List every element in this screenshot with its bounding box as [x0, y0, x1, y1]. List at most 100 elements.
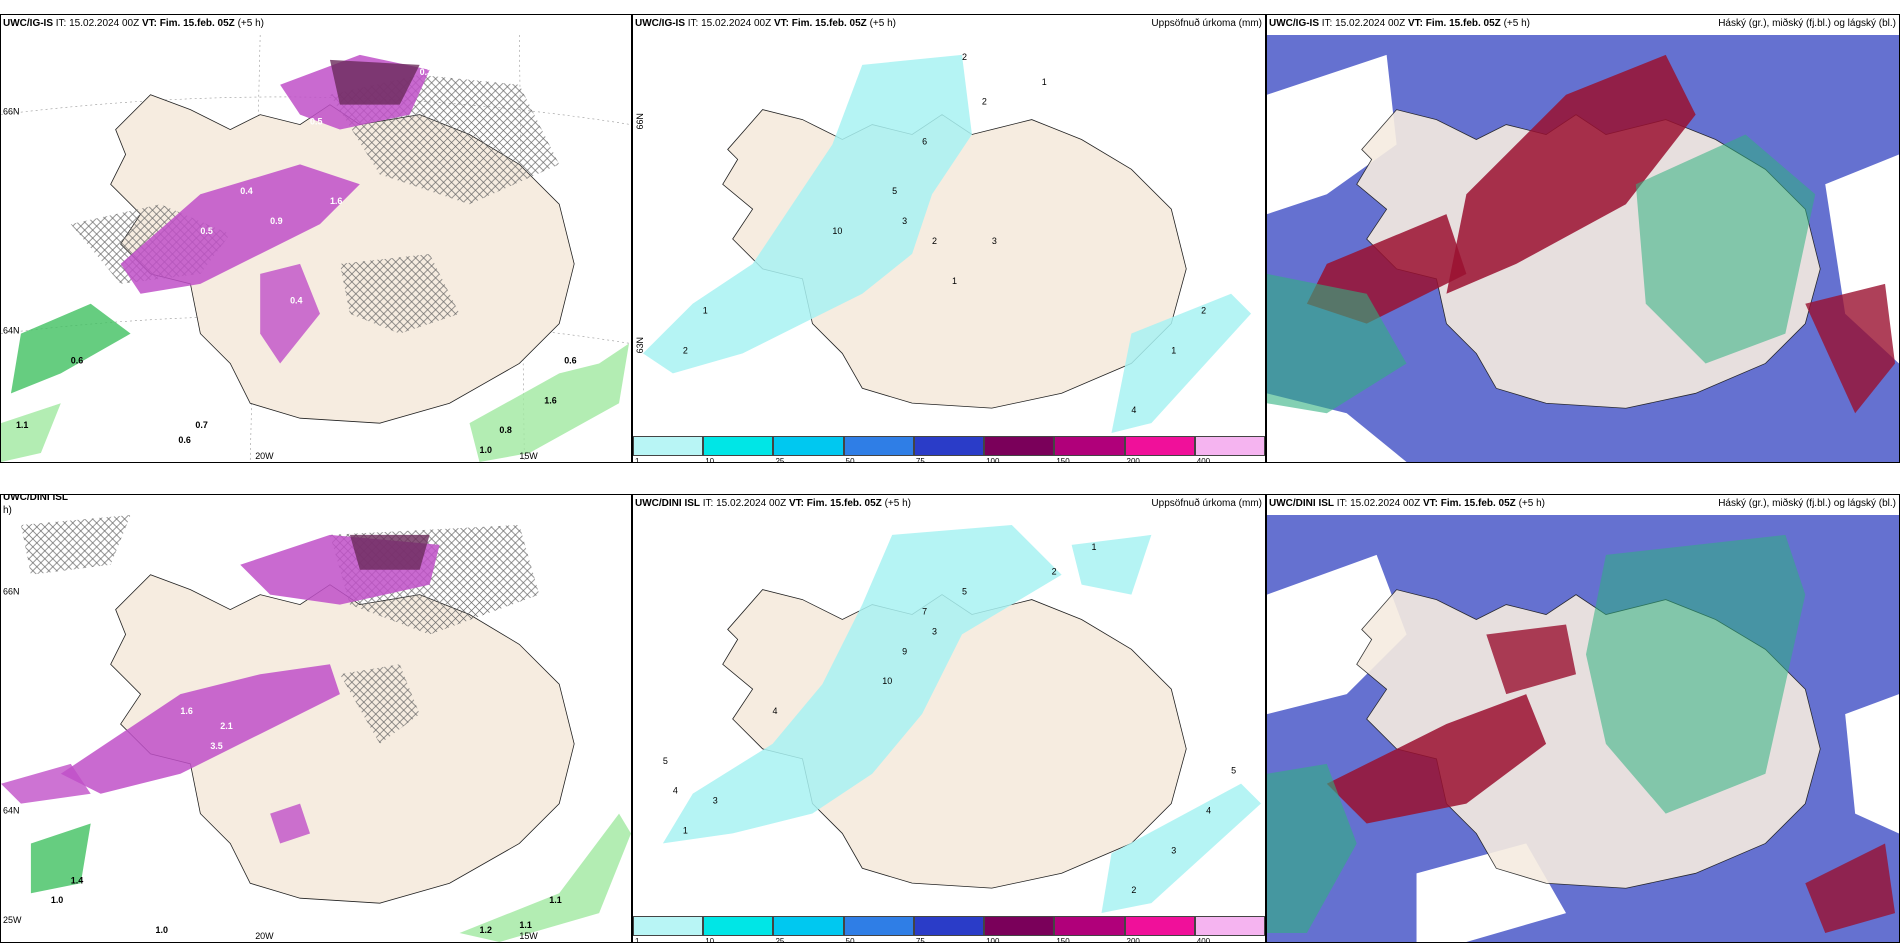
value-label: 1.0: [51, 895, 63, 905]
legend-cell: 100: [984, 436, 1055, 462]
legend-cell: 75: [913, 436, 985, 462]
value-label: 5: [663, 756, 668, 766]
value-label: 1.1: [16, 420, 28, 430]
value-label: 6: [922, 136, 927, 146]
value-label: 0.4: [240, 186, 252, 196]
panel-header-wrap: h): [3, 505, 12, 516]
value-label: 5: [892, 186, 897, 196]
value-label: 1.6: [330, 196, 342, 206]
lon-label: 25W: [3, 915, 22, 925]
value-label: 4: [1131, 405, 1136, 415]
legend-cell: 400: [1194, 436, 1265, 462]
panel-title: Háský (gr.), miðský (fj.bl.) og lágský (…: [1718, 498, 1896, 509]
legend-cell: 100: [984, 916, 1055, 942]
value-label: 3: [1171, 845, 1176, 855]
cloud-map: [1267, 35, 1899, 462]
panel-top-left: UWC/IG-IS IT: 15.02.2024 00Z VT: Fim. 15…: [0, 14, 632, 463]
value-label: 2.1: [220, 721, 232, 731]
lon-label: 20W: [255, 931, 274, 941]
panel-header: UWC/DINI ISL IT: 15.02.2024 00Z VT: Fim.…: [635, 498, 911, 509]
value-label: 1.0: [479, 445, 491, 455]
value-label: 1: [703, 306, 708, 316]
panel-bottom-right: UWC/DINI ISL IT: 15.02.2024 00Z VT: Fim.…: [1266, 494, 1900, 943]
legend-cell: 75: [913, 916, 985, 942]
panel-title: Háský (gr.), miðský (fj.bl.) og lágský (…: [1718, 18, 1896, 29]
value-label: 0.6: [71, 355, 83, 365]
panel-top-mid: UWC/IG-IS IT: 15.02.2024 00Z VT: Fim. 15…: [632, 14, 1266, 463]
value-label: 1: [683, 825, 688, 835]
lat-label: 64N: [3, 806, 19, 816]
value-label: 2: [1052, 567, 1057, 577]
legend-cell: 25: [773, 436, 844, 462]
panel-header: UWC/IG-IS IT: 15.02.2024 00Z VT: Fim. 15…: [1269, 18, 1530, 29]
panel-bottom-mid: UWC/DINI ISL IT: 15.02.2024 00Z VT: Fim.…: [632, 494, 1266, 943]
value-label: 1: [1092, 542, 1097, 552]
weather-map: 0.3 0.5 0.4 0.9 1.6 0.5 0.4 1.1 0.7 0.6 …: [1, 35, 631, 462]
value-label: 0.9: [270, 216, 282, 226]
value-label: 0.8: [499, 425, 511, 435]
cloud-map: [1267, 515, 1899, 942]
legend-cell: 25: [773, 916, 844, 942]
panel-bottom-left: UWC/DINI ISL h) 2.1 3.5 1.6: [0, 494, 632, 943]
value-label: 4: [673, 786, 678, 796]
lon-label: 15W: [519, 451, 538, 461]
value-label: 1.4: [71, 875, 83, 885]
legend-cell: 150: [1054, 916, 1125, 942]
legend-cell: 200: [1124, 436, 1195, 462]
value-label: 2: [962, 52, 967, 62]
value-label: 10: [832, 226, 842, 236]
precip-map: 2 1 2 6 5 10 2 3 1 2 1 3 2 1 4 66N 63N: [633, 35, 1265, 436]
weather-map: 2.1 3.5 1.6 1.0 1.4 1.0 1.2 1.1 1.1 20W …: [1, 515, 631, 942]
panel-top-right: UWC/IG-IS IT: 15.02.2024 00Z VT: Fim. 15…: [1266, 14, 1900, 463]
legend-cell: 200: [1124, 916, 1195, 942]
value-label: 1.1: [549, 895, 561, 905]
value-label: 5: [962, 587, 967, 597]
lat-label: 66N: [3, 107, 19, 117]
color-legend: 1 10 25 50 75 100 150 200 400: [633, 916, 1265, 942]
panel-header: UWC/IG-IS IT: 15.02.2024 00Z VT: Fim. 15…: [3, 18, 264, 29]
panel-header: UWC/DINI ISL: [3, 494, 68, 503]
value-label: 2: [1131, 885, 1136, 895]
lat-label: 66N: [3, 587, 19, 597]
panel-title: Uppsöfnuð úrkoma (mm): [1151, 498, 1262, 509]
value-label: 3: [992, 236, 997, 246]
value-label: 1: [1171, 345, 1176, 355]
value-label: 4: [773, 706, 778, 716]
lon-label: 20W: [255, 451, 274, 461]
panel-title: Uppsöfnuð úrkoma (mm): [1151, 18, 1262, 29]
value-label: 2: [932, 236, 937, 246]
value-label: 2: [1201, 306, 1206, 316]
value-label: 1: [952, 276, 957, 286]
value-label: 0.3: [420, 67, 432, 77]
color-legend: 1 10 25 50 75 100 150 200 400: [633, 436, 1265, 462]
value-label: 1.6: [544, 395, 556, 405]
legend-cell: 150: [1054, 436, 1125, 462]
value-label: 2: [683, 345, 688, 355]
value-label: 0.5: [310, 117, 322, 127]
value-label: 0.4: [290, 296, 302, 306]
legend-cell: 400: [1194, 916, 1265, 942]
value-label: 0.6: [178, 435, 190, 445]
value-label: 3: [932, 626, 937, 636]
panel-header: UWC/DINI ISL IT: 15.02.2024 00Z VT: Fim.…: [1269, 498, 1545, 509]
value-label: 7: [922, 607, 927, 617]
value-label: 1.0: [156, 925, 168, 935]
value-label: 1.6: [180, 706, 192, 716]
value-label: 4: [1206, 806, 1211, 816]
legend-cell: 1: [633, 916, 704, 942]
value-label: 3.5: [210, 741, 222, 751]
value-label: 1.2: [479, 925, 491, 935]
value-label: 0.5: [200, 226, 212, 236]
value-label: 0.6: [564, 355, 576, 365]
value-label: 1: [1042, 77, 1047, 87]
legend-cell: 50: [843, 436, 914, 462]
precip-map: 1 2 5 7 3 9 10 4 3 4 5 1 5 4 3 2: [633, 515, 1265, 916]
value-label: 3: [713, 796, 718, 806]
value-label: 1.1: [519, 920, 531, 930]
legend-cell: 50: [843, 916, 914, 942]
value-label: 10: [882, 676, 892, 686]
legend-cell: 1: [633, 436, 704, 462]
lat-label: 64N: [3, 326, 19, 336]
value-label: 3: [902, 216, 907, 226]
value-label: 0.7: [195, 420, 207, 430]
